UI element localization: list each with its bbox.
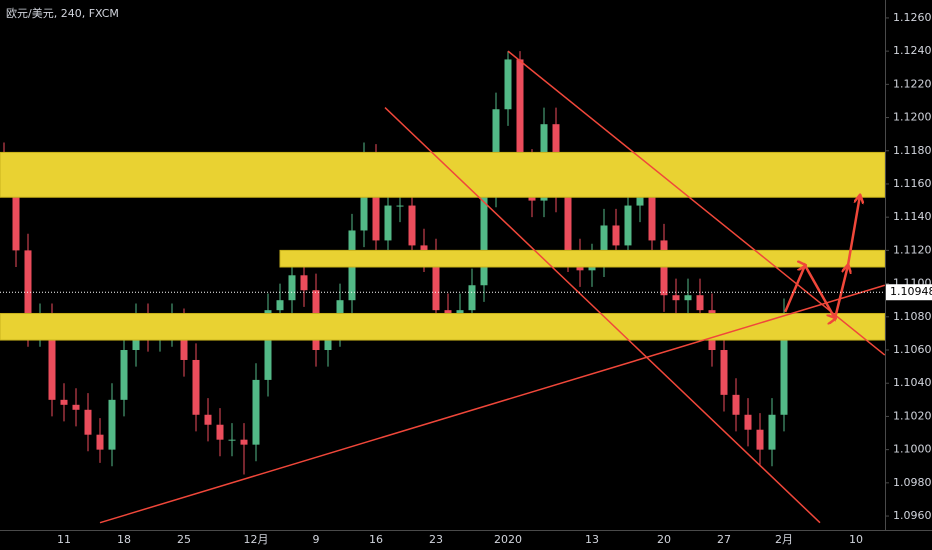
candle-body: [84, 409, 92, 435]
candle-body: [684, 295, 692, 301]
candle-body: [564, 195, 572, 256]
candle-body: [96, 434, 104, 450]
y-tick-label: 1.12400: [893, 44, 932, 57]
y-tick-label: 1.09600: [893, 509, 932, 522]
x-tick-label: 2月: [775, 533, 793, 546]
y-tick-label: 1.10200: [893, 409, 932, 422]
y-tick-label: 1.12200: [893, 77, 932, 90]
candle-body: [408, 205, 416, 246]
x-tick-label: 10: [849, 533, 863, 546]
candle-body: [120, 350, 128, 400]
candle-body: [300, 275, 308, 291]
x-tick-label: 16: [369, 533, 383, 546]
last-price-label: 1.10948: [890, 285, 932, 298]
candle-body: [696, 295, 704, 311]
candle-body: [780, 315, 788, 415]
candle-body: [720, 350, 728, 395]
candle-body: [756, 429, 764, 450]
x-tick-label: 2020: [494, 533, 522, 546]
chart-title: 欧元/美元, 240, FXCM: [6, 7, 119, 20]
y-tick-label: 1.10000: [893, 443, 932, 456]
candle-body: [204, 414, 212, 425]
candle-body: [432, 255, 440, 311]
candle-body: [672, 295, 680, 301]
y-tick-label: 1.09800: [893, 476, 932, 489]
candle-body: [660, 240, 668, 296]
y-tick-label: 1.10400: [893, 376, 932, 389]
candle-body: [48, 320, 56, 400]
candle-body: [384, 205, 392, 241]
y-tick-label: 1.11800: [893, 144, 932, 157]
x-tick-label: 13: [585, 533, 599, 546]
x-tick-label: 11: [57, 533, 71, 546]
candle-body: [504, 59, 512, 110]
x-tick-label: 12月: [244, 533, 269, 546]
y-tick-label: 1.12000: [893, 111, 932, 124]
candle-body: [372, 160, 380, 241]
candle-body: [72, 404, 80, 410]
zone: [279, 249, 885, 268]
candle-body: [732, 394, 740, 415]
candle-body: [288, 275, 296, 301]
y-tick-label: 1.11200: [893, 243, 932, 256]
candle-body: [612, 225, 620, 246]
candle-body: [24, 250, 32, 331]
candle-body: [276, 300, 284, 311]
zone: [0, 312, 885, 341]
candle-body: [480, 190, 488, 286]
y-tick-label: 1.11600: [893, 177, 932, 190]
candle-body: [180, 325, 188, 360]
candle-body: [252, 379, 260, 445]
candle-body: [216, 424, 224, 440]
last-price-box: [886, 284, 932, 301]
candle-body: [744, 414, 752, 430]
plot-area: [0, 50, 885, 524]
trendline: [99, 284, 885, 524]
x-tick-label: 27: [717, 533, 731, 546]
x-tick-label: 25: [177, 533, 191, 546]
candle-body: [264, 310, 272, 380]
y-tick-label: 1.12600: [893, 11, 932, 24]
candle-body: [600, 225, 608, 261]
y-tick-label: 1.10800: [893, 310, 932, 323]
projection-path: [784, 196, 860, 319]
candle-body: [12, 180, 20, 251]
candle-body: [396, 205, 404, 207]
candle-body: [108, 399, 116, 450]
candle-body: [492, 109, 500, 191]
candle-body: [192, 359, 200, 415]
trendline: [384, 107, 821, 524]
y-tick-label: 1.10600: [893, 343, 932, 356]
x-tick-label: 18: [117, 533, 131, 546]
y-tick-label: 1.11400: [893, 210, 932, 223]
candle-body: [468, 285, 476, 311]
candle-body: [648, 190, 656, 241]
x-tick-label: 23: [429, 533, 443, 546]
candle-body: [516, 59, 524, 166]
zone: [0, 151, 885, 198]
candle-body: [624, 205, 632, 246]
axes: 1.09600 1.09800 1.10000 1.10200 1.10400 1.106…: [57, 11, 932, 546]
candle-body: [60, 399, 68, 405]
candle-body: [228, 439, 236, 441]
x-tick-label: 9: [313, 533, 320, 546]
x-tick-label: 20: [657, 533, 671, 546]
candle-body: [636, 190, 644, 206]
candle-body: [240, 439, 248, 445]
candle-body: [768, 414, 776, 450]
